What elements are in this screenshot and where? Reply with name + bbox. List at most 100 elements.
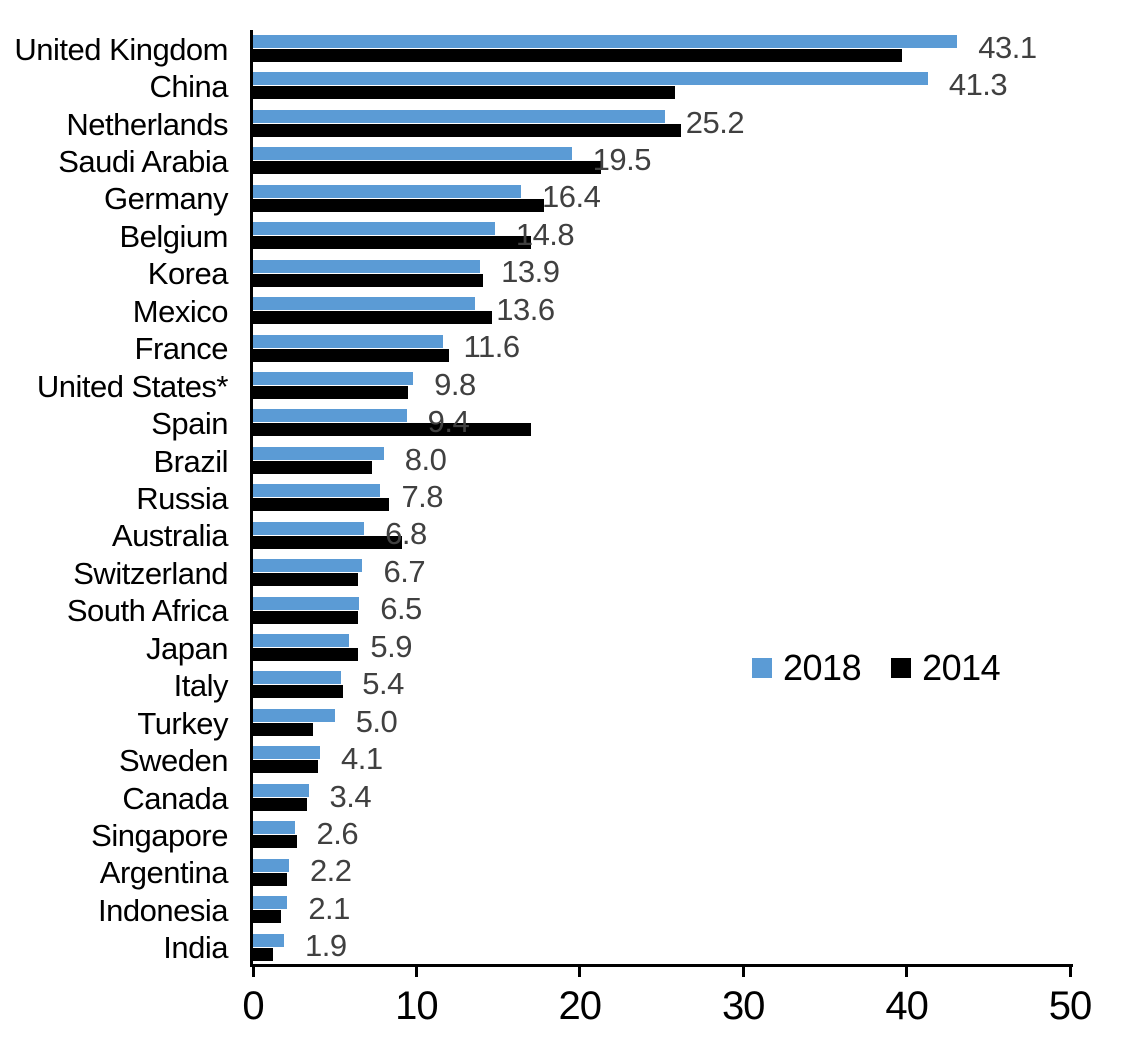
value-label: 2.6 [316,815,359,851]
value-label: 43.1 [978,29,1037,65]
x-tick [905,967,909,977]
bar-2018 [253,334,443,348]
value-label: 6.8 [385,516,427,552]
bar-2018 [253,896,288,910]
bar-2018 [253,35,958,48]
category-label: Brazil [153,443,228,479]
legend-swatch-2018 [752,658,772,678]
bar-2014 [253,498,389,512]
category-label: Argentina [99,855,229,891]
x-axis-line [250,964,1073,967]
x-tick-label: 40 [885,984,929,1028]
bar-2014 [253,573,358,587]
legend-label: 2014 [922,647,1001,688]
legend-entry-2014: 2014 [891,647,1001,689]
value-label: 13.9 [501,254,560,290]
bar-2014 [253,311,492,325]
category-label: Mexico [132,293,229,329]
value-label: 11.6 [463,329,521,365]
value-label: 9.4 [427,404,470,440]
value-label: 13.6 [496,291,555,327]
category-label: China [149,69,229,105]
legend-label: 2018 [783,647,862,688]
bar-2018 [253,634,350,648]
bar-2014 [253,685,343,699]
value-label: 41.3 [948,67,1008,103]
category-label: France [134,331,229,367]
value-label: 5.9 [370,628,412,664]
category-label: United Kingdom [14,31,228,67]
bar-2018 [253,147,572,161]
value-label: 4.1 [340,741,383,777]
category-label: South Africa [66,593,229,629]
x-tick [251,967,255,977]
bar-2014 [253,947,273,961]
bar-2018 [253,259,481,273]
category-label: Japan [146,630,228,666]
bar-2018 [253,371,414,385]
x-tick-label: 50 [1048,984,1093,1028]
bar-2014 [253,49,902,62]
value-label: 6.7 [383,553,426,589]
category-label: Russia [136,481,228,516]
value-label: 8.0 [404,441,447,477]
bar-2014 [253,423,531,437]
bar-2018 [253,708,335,722]
bar-2014 [253,236,531,250]
bar-2018 [253,671,342,685]
bar-2014 [253,648,358,662]
bar-2014 [253,835,298,849]
legend-entry-2018: 2018 [752,647,862,689]
value-label: 9.8 [434,366,476,402]
category-label: Sweden [118,743,229,779]
x-tick [741,967,745,977]
bar-2014 [253,123,682,137]
x-tick-label: 0 [242,984,264,1028]
value-label: 6.5 [380,591,422,627]
category-label: Singapore [91,817,228,853]
category-label: Korea [147,256,229,292]
bar-2014 [253,198,544,212]
bar-2018 [253,596,360,610]
bar-2014 [253,273,484,287]
value-label: 2.1 [308,890,350,926]
bar-2018 [253,933,285,947]
category-label: Netherlands [66,106,228,142]
value-label: 25.2 [685,104,745,140]
value-label: 5.4 [362,666,404,702]
bar-2014 [253,797,307,811]
x-tick [1068,967,1072,977]
category-label: Belgium [119,218,229,254]
category-label: Switzerland [73,555,228,591]
bar-2014 [253,910,281,924]
bar-2014 [253,161,602,175]
bar-2018 [253,521,365,535]
x-tick-label: 30 [721,984,766,1028]
category-label: India [163,930,228,966]
category-label: Spain [151,406,228,442]
legend-swatch-2014 [891,658,912,678]
bar-2018 [253,783,309,797]
y-axis-line [250,30,253,967]
bar-2018 [253,821,296,835]
bar-2014 [253,460,373,474]
bar-2018 [253,484,381,498]
x-tick-label: 20 [558,984,603,1028]
bar-2018 [253,409,407,423]
value-label: 2.2 [309,853,352,889]
bar-2014 [253,348,450,362]
bar-2014 [253,535,402,549]
value-label: 7.8 [401,479,444,514]
bar-2014 [253,385,409,399]
x-tick-label: 10 [395,984,439,1028]
bar-2014 [253,760,319,774]
bar-2018 [253,72,928,86]
category-label: Saudi Arabia [58,144,228,180]
bar-2014 [253,86,675,100]
bar-2018 [253,446,384,460]
value-label: 1.9 [305,928,347,964]
category-label: Germany [104,181,228,217]
value-label: 3.4 [329,778,372,814]
bar-2018 [253,222,495,236]
